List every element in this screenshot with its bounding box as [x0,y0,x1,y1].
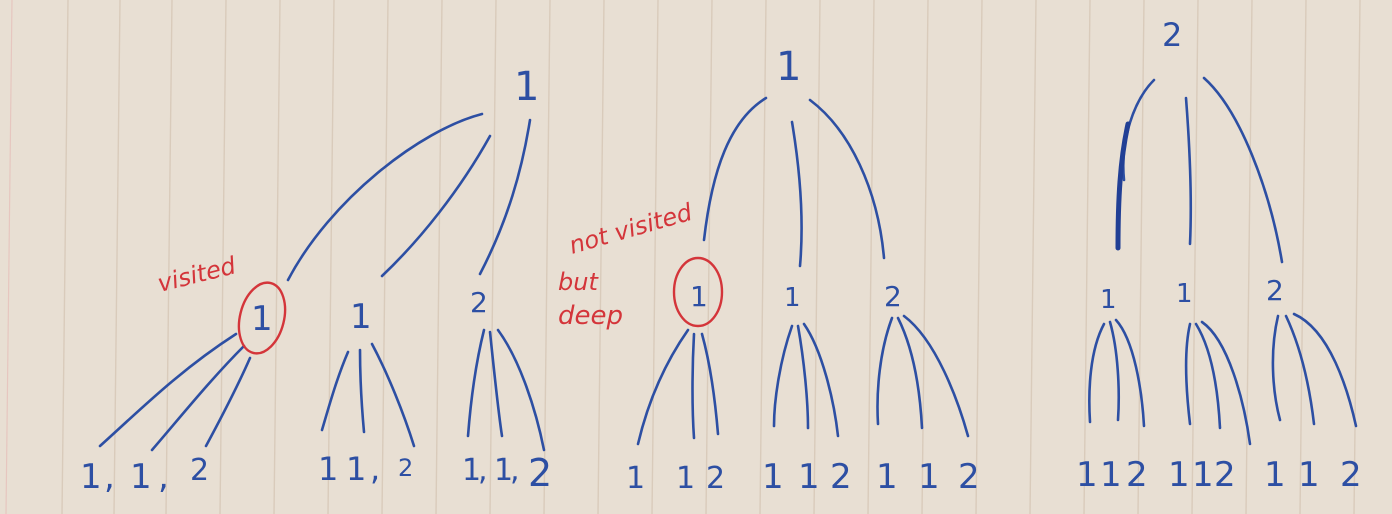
tree-3-child-1-edge-1 [1088,322,1106,424]
leaf: 2 [528,451,552,495]
tree-3: 2 1 1 2 1 1 2 1 1 2 1 1 2 [1076,16,1362,495]
tree-1-child-2-edge-1 [320,350,350,432]
tree-2-edge-right [808,98,886,260]
tree-2-child-2-edge-3 [802,322,840,438]
tree-2-child-1-edge-2 [691,332,696,440]
tree-3-leaves: 1 1 2 1 1 2 1 1 2 [1076,455,1362,495]
leaf: 1 [918,457,940,497]
leaf: 1 [1076,455,1098,495]
leaf: 2 [1340,455,1362,495]
tree-1-child-1-label: 1 [251,299,273,339]
not-visited-circle [672,256,724,328]
leaf: 1 [876,457,898,497]
tree-1-leaves-2: 1 1 , 2 [318,450,413,488]
tree-1-child-1-edge-2 [150,344,246,452]
leaf: 1 [1168,455,1190,495]
but-label: but [558,268,599,296]
leaf: 2 [830,457,852,497]
leaf: 1 [130,457,152,497]
leaf: 1 [798,457,820,497]
tree-2-child-1-edge-1 [636,328,690,446]
deep-label: deep [558,301,623,331]
tree-1-child-1-edge-1 [98,332,238,448]
tree-2-child-1-edge-3 [700,332,720,436]
tree-3-child-1-edge-3 [1114,318,1146,428]
leaf: 2 [958,457,980,497]
leaf: 1 [1192,455,1214,495]
tree-1-leaves-3: 1 , 1 , 2 [462,451,552,495]
tree-1-child-2-edge-2 [358,348,366,434]
tree-1-root-label: 1 [514,64,539,110]
tree-3-edge-left-thick [1115,121,1131,251]
tree-3-child-3-edge-1 [1271,314,1282,422]
leaf: 1 [626,461,645,496]
tree-1-edge-middle [380,134,492,278]
tree-2: 1 1 1 2 1 1 2 1 1 2 1 1 2 [626,44,980,497]
leaf: , [478,453,488,488]
paper-ruled-lines [5,0,1361,514]
tree-1-child-3-edge-1 [466,328,486,438]
tree-3-child-3-label: 2 [1266,274,1284,307]
leaf: 2 [398,454,413,482]
leaf: 1 [1264,455,1286,495]
leaf: 1 [1298,455,1320,495]
leaf: , [158,457,169,497]
tree-2-child-3-label: 2 [884,280,902,313]
tree-3-child-2-label: 1 [1176,279,1193,309]
tree-3-child-3-edge-2 [1284,314,1316,426]
tree-2-child-2-edge-1 [772,324,794,428]
tree-2-child-2-edge-2 [796,324,810,430]
leaf: 1 [462,453,481,488]
tree-2-edge-middle [790,120,803,268]
tree-1-edge-left [286,112,484,282]
tree-1-edge-right [478,118,532,276]
leaf: , [104,457,115,497]
leaf: 1 [318,450,338,488]
leaf: 1 [494,453,513,488]
tree-2-edge-left [702,96,768,242]
tree-1-child-3-edge-2 [488,330,504,438]
leaf: 2 [190,453,209,488]
tree-3-edge-right [1202,76,1284,264]
tree-3-child-2-edge-2 [1194,322,1222,430]
tree-3-child-2-edge-3 [1200,320,1252,446]
tree-2-child-3-edge-1 [876,316,894,426]
tree-2-child-1-label: 1 [690,280,708,313]
leaf: 1 [676,461,695,496]
tree-2-root-label: 1 [776,44,801,90]
leaf: 1 [762,457,784,497]
tree-3-child-3-edge-3 [1292,312,1358,428]
leaf: 1 [1100,455,1122,495]
tree-1-child-3-edge-3 [496,328,546,452]
tree-3-edge-middle [1184,96,1193,246]
visited-circle [237,281,287,355]
tree-1: 1 1 1 2 1 , 1 , 2 1 1 , 2 [80,64,552,497]
leaf: 2 [1214,455,1236,495]
leaf: , [370,450,380,488]
tree-1-child-2-edge-3 [370,342,416,448]
tree-3-child-1-label: 1 [1100,285,1117,315]
tree-2-child-2-label: 1 [784,283,801,313]
leaf: 2 [706,461,725,496]
tree-2-leaves: 1 1 2 1 1 2 1 1 2 [626,457,980,497]
tree-3-child-1-edge-2 [1108,320,1121,422]
tree-2-child-3-edge-3 [902,314,970,438]
tree-1-child-1-edge-3 [204,356,252,448]
tree-1-child-2-label: 1 [350,297,372,337]
leaf: 2 [1126,455,1148,495]
leaf: 1 [80,457,102,497]
tree-3-child-2-edge-1 [1184,322,1192,426]
tree-3-root-label: 2 [1162,16,1182,54]
leaf: , [510,453,520,488]
tree-2-child-3-edge-2 [896,316,924,430]
tree-1-leaves-1: 1 , 1 , 2 [80,453,209,497]
leaf: 1 [346,450,366,488]
tree-1-child-3-label: 2 [470,286,488,319]
